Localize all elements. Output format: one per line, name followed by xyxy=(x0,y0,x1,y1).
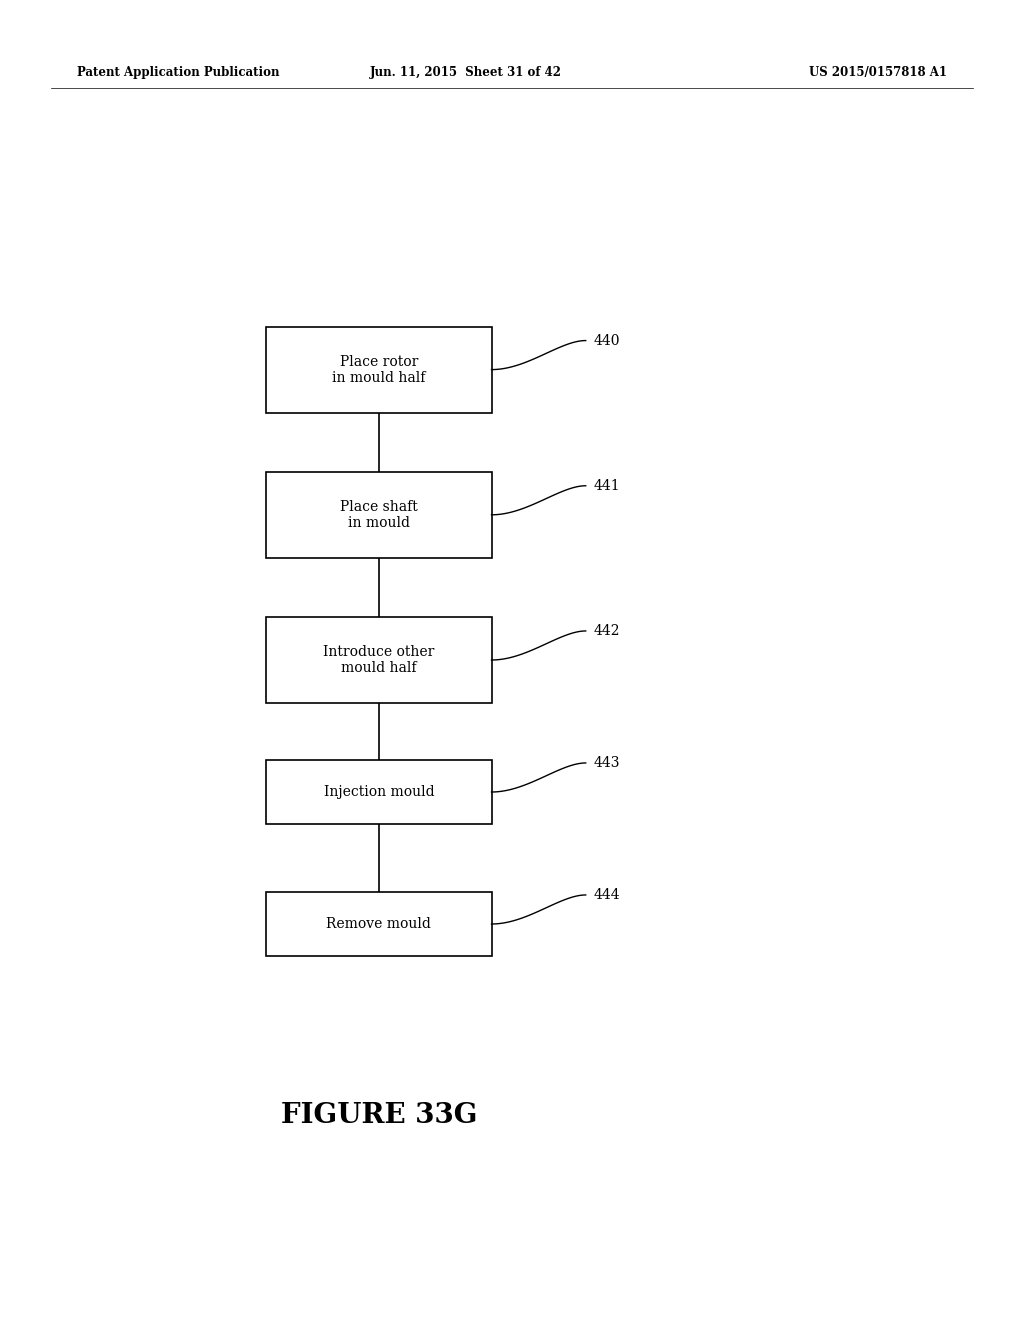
FancyBboxPatch shape xyxy=(266,892,492,956)
Text: US 2015/0157818 A1: US 2015/0157818 A1 xyxy=(809,66,947,79)
Text: Place rotor
in mould half: Place rotor in mould half xyxy=(332,355,426,384)
Text: 443: 443 xyxy=(594,756,621,770)
FancyBboxPatch shape xyxy=(266,471,492,557)
Text: Injection mould: Injection mould xyxy=(324,785,434,799)
FancyBboxPatch shape xyxy=(266,327,492,412)
Text: FIGURE 33G: FIGURE 33G xyxy=(281,1102,477,1129)
FancyBboxPatch shape xyxy=(266,618,492,702)
Text: 441: 441 xyxy=(594,479,621,492)
Text: 442: 442 xyxy=(594,624,621,638)
Text: Remove mould: Remove mould xyxy=(327,917,431,931)
Text: Jun. 11, 2015  Sheet 31 of 42: Jun. 11, 2015 Sheet 31 of 42 xyxy=(370,66,562,79)
FancyBboxPatch shape xyxy=(266,760,492,824)
Text: Place shaft
in mould: Place shaft in mould xyxy=(340,500,418,529)
Text: Introduce other
mould half: Introduce other mould half xyxy=(324,645,434,675)
Text: 444: 444 xyxy=(594,888,621,902)
Text: Patent Application Publication: Patent Application Publication xyxy=(77,66,280,79)
Text: 440: 440 xyxy=(594,334,621,347)
